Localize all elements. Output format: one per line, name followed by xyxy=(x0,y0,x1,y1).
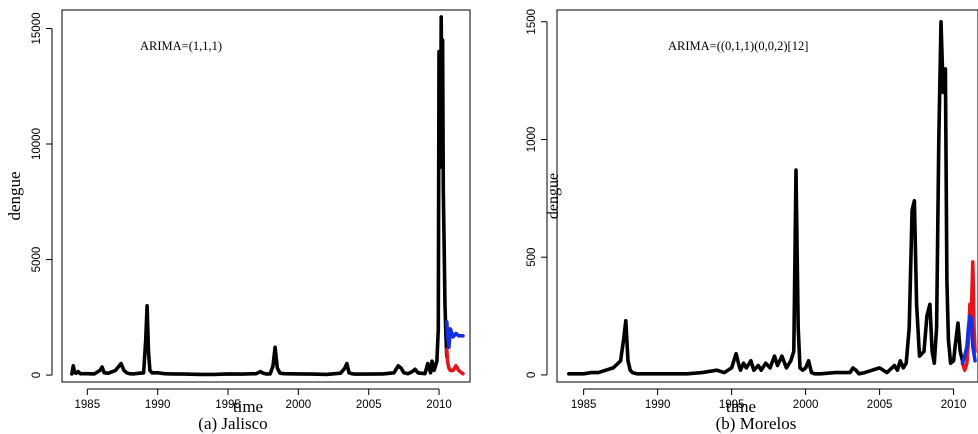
chart-panel-jalisco: 1985 1990 1995 2000 2005 2010 0 5000 10000 15000 A… xyxy=(5,9,471,433)
blue-series-line xyxy=(445,320,465,350)
y-tick-label: 0 xyxy=(31,372,43,378)
red-series-line xyxy=(960,260,977,372)
x-axis-label: time xyxy=(233,397,263,416)
x-tick-label: 1995 xyxy=(215,399,241,411)
x-tick-label: 2000 xyxy=(286,399,312,411)
y-tick-label: 15000 xyxy=(31,12,43,44)
x-tick-label: 2005 xyxy=(867,399,893,411)
y-tick-label: 5000 xyxy=(31,247,43,273)
x-tick-label: 2005 xyxy=(356,399,382,411)
model-annotation: ARIMA=(1,1,1) xyxy=(140,39,222,53)
y-axis-label: dengue xyxy=(545,173,562,219)
red-series-line xyxy=(445,347,465,376)
x-tick-label: 1995 xyxy=(719,399,745,411)
panel-caption: (b) Morelos xyxy=(716,414,797,433)
x-axis-label: time xyxy=(726,397,756,416)
y-tick-label: 10000 xyxy=(31,128,43,160)
y-tick-label: 500 xyxy=(526,248,538,267)
x-tick-label: 1990 xyxy=(645,399,671,411)
panel-caption: (a) Jalisco xyxy=(198,414,267,433)
plot-frame xyxy=(61,9,471,383)
x-tick-label: 1985 xyxy=(75,399,101,411)
y-tick-label: 0 xyxy=(526,372,538,378)
y-tick-label: 1500 xyxy=(526,9,538,35)
chart-panel-morelos: 1985 1990 1995 2000 2005 2010 0 500 1000 1500 ARIM… xyxy=(526,9,978,433)
model-annotation: ARIMA=((0,1,1)(0,0,2)[12] xyxy=(668,39,808,53)
y-tick-label: 1000 xyxy=(526,127,538,153)
observed-series-line xyxy=(70,15,449,377)
y-axis-label: dengue xyxy=(5,171,24,220)
x-tick-label: 1990 xyxy=(145,399,171,411)
observed-series-line xyxy=(567,20,965,376)
x-tick-label: 1985 xyxy=(571,399,597,411)
blue-series-line xyxy=(960,314,977,365)
x-tick-label: 2000 xyxy=(793,399,819,411)
x-tick-label: 2010 xyxy=(426,399,452,411)
plot-frame xyxy=(556,9,978,383)
x-tick-label: 2010 xyxy=(941,399,967,411)
